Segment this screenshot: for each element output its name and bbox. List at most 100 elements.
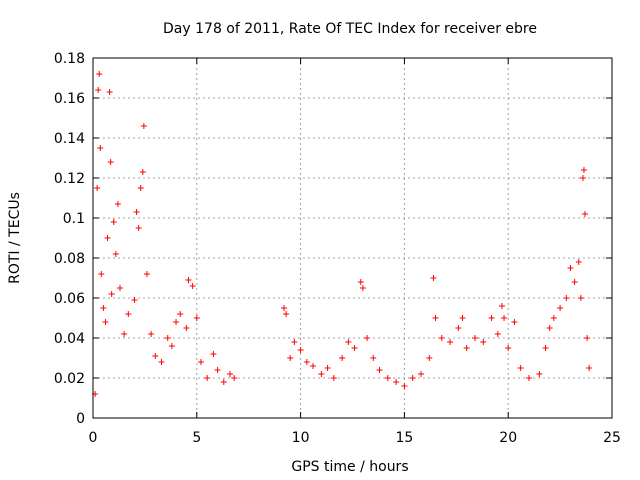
data-point xyxy=(432,315,439,321)
data-point xyxy=(189,283,196,289)
data-point xyxy=(426,355,433,361)
y-tick-label: 0 xyxy=(76,411,85,427)
data-point xyxy=(133,209,140,215)
data-point xyxy=(220,379,227,385)
data-point xyxy=(291,339,298,345)
data-point xyxy=(185,277,192,283)
data-point xyxy=(488,315,495,321)
x-tick-label: 5 xyxy=(192,430,201,446)
grid xyxy=(93,58,612,418)
data-point xyxy=(511,319,518,325)
data-point xyxy=(501,315,508,321)
axis-ticks xyxy=(92,57,613,419)
data-point xyxy=(116,285,123,291)
x-tick-label: 0 xyxy=(89,430,98,446)
data-point xyxy=(318,371,325,377)
chart-title: Day 178 of 2011, Rate Of TEC Index for r… xyxy=(163,21,537,37)
data-point xyxy=(430,275,437,281)
data-point xyxy=(97,145,104,151)
x-tick-label: 25 xyxy=(603,430,621,446)
data-point xyxy=(345,339,352,345)
data-point xyxy=(168,343,175,349)
data-point xyxy=(131,297,138,303)
data-point xyxy=(287,355,294,361)
data-point xyxy=(183,325,190,331)
y-tick-labels: 0 0.02 0.04 0.06 0.08 0.1 0.12 0.14 0.16 0.18 xyxy=(54,51,85,427)
data-point xyxy=(210,351,217,357)
data-point xyxy=(550,315,557,321)
data-point xyxy=(463,345,470,351)
y-tick-label: 0.18 xyxy=(54,51,85,67)
data-point xyxy=(471,335,478,341)
y-tick-label: 0.1 xyxy=(63,211,85,227)
data-point xyxy=(104,235,111,241)
data-point xyxy=(94,185,101,191)
data-point xyxy=(586,365,593,371)
data-point xyxy=(204,375,211,381)
y-tick-label: 0.08 xyxy=(54,251,85,267)
data-point xyxy=(177,311,184,317)
data-point xyxy=(107,159,114,165)
data-point xyxy=(409,375,416,381)
data-point xyxy=(517,365,524,371)
x-tick-labels: 0 5 10 15 20 25 xyxy=(89,430,621,446)
data-point xyxy=(582,211,589,217)
data-point xyxy=(525,375,532,381)
data-point xyxy=(193,315,200,321)
data-point xyxy=(401,383,408,389)
data-point xyxy=(231,375,238,381)
data-point xyxy=(438,335,445,341)
data-points xyxy=(92,71,593,397)
data-point xyxy=(580,167,587,173)
data-point xyxy=(542,345,549,351)
data-point xyxy=(480,339,487,345)
data-point xyxy=(121,331,128,337)
data-point xyxy=(579,175,586,181)
data-point xyxy=(283,311,290,317)
data-point xyxy=(108,291,115,297)
data-point xyxy=(536,371,543,377)
y-tick-label: 0.14 xyxy=(54,131,85,147)
data-point xyxy=(96,71,103,77)
data-point xyxy=(158,359,165,365)
data-point xyxy=(498,303,505,309)
x-tick-label: 10 xyxy=(292,430,310,446)
y-tick-label: 0.02 xyxy=(54,371,85,387)
data-point xyxy=(567,265,574,271)
plot-frame xyxy=(92,57,613,419)
data-point xyxy=(418,371,425,377)
data-point xyxy=(152,353,159,359)
data-point xyxy=(303,359,310,365)
data-point xyxy=(384,375,391,381)
data-point xyxy=(546,325,553,331)
data-point xyxy=(106,89,113,95)
data-point xyxy=(364,335,371,341)
data-point xyxy=(98,271,105,277)
data-point xyxy=(297,347,304,353)
data-point xyxy=(173,319,180,325)
x-tick-label: 15 xyxy=(395,430,413,446)
data-point xyxy=(577,295,584,301)
data-point xyxy=(447,339,454,345)
y-axis-label: ROTI / TECUs xyxy=(7,192,23,284)
data-point xyxy=(455,325,462,331)
data-point xyxy=(357,279,364,285)
data-point xyxy=(557,305,564,311)
data-point xyxy=(112,251,119,257)
data-point xyxy=(280,305,287,311)
y-tick-label: 0.16 xyxy=(54,91,85,107)
y-tick-label: 0.04 xyxy=(54,331,85,347)
data-point xyxy=(139,169,146,175)
data-point xyxy=(135,225,142,231)
data-point xyxy=(505,345,512,351)
data-point xyxy=(102,319,109,325)
data-point xyxy=(563,295,570,301)
data-point xyxy=(148,331,155,337)
data-point xyxy=(324,365,331,371)
y-tick-label: 0.12 xyxy=(54,171,85,187)
data-point xyxy=(310,363,317,369)
data-point xyxy=(393,379,400,385)
x-axis-label: GPS time / hours xyxy=(291,459,408,475)
data-point xyxy=(330,375,337,381)
